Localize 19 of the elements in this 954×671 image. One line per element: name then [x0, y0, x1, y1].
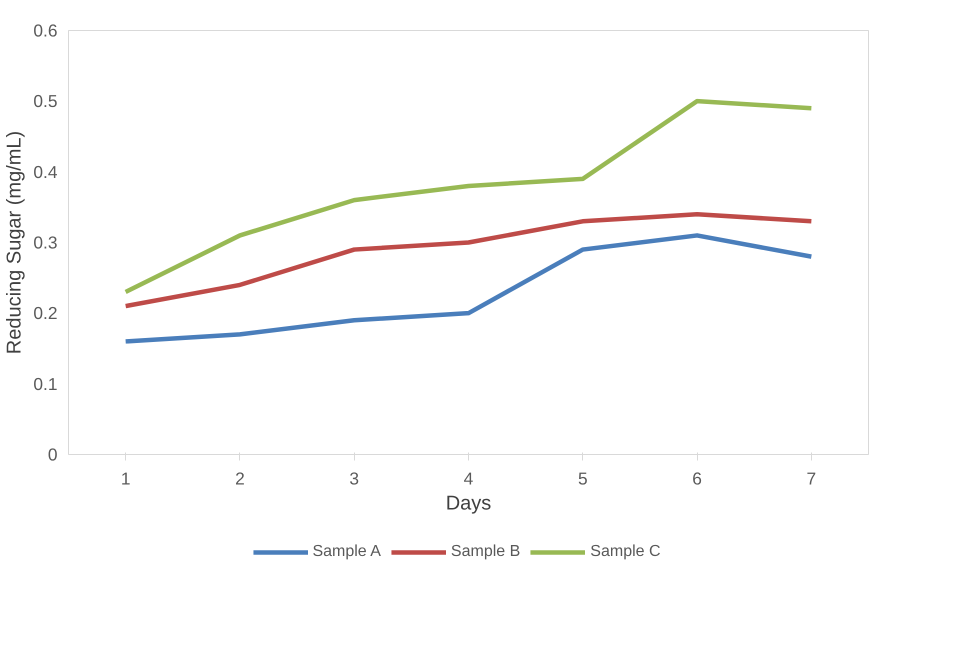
- x-tick-label: 3: [349, 468, 360, 488]
- y-tick-label: 0.4: [33, 162, 58, 182]
- y-tick-label: 0.5: [33, 91, 58, 112]
- y-tick-label: 0.3: [33, 232, 58, 252]
- y-tick-label: 0.1: [33, 374, 58, 394]
- legend-label: Sample B: [450, 543, 520, 561]
- legend-label: Sample A: [312, 543, 381, 561]
- x-tick-label: 2: [235, 468, 245, 488]
- x-tick-label: 6: [692, 468, 702, 488]
- x-tick-label: 5: [578, 468, 588, 488]
- y-tick-label: 0: [48, 444, 58, 464]
- x-tick-label: 1: [120, 468, 130, 488]
- y-tick-label: 0.6: [33, 20, 58, 40]
- x-tick-label: 4: [464, 468, 474, 488]
- legend-label: Sample C: [590, 543, 661, 561]
- y-axis-title: Reducing Sugar (mg/mL): [3, 130, 26, 354]
- x-axis-title: Days: [446, 492, 492, 514]
- y-tick-label: 0.2: [33, 303, 58, 324]
- x-tick-label: 7: [806, 468, 816, 488]
